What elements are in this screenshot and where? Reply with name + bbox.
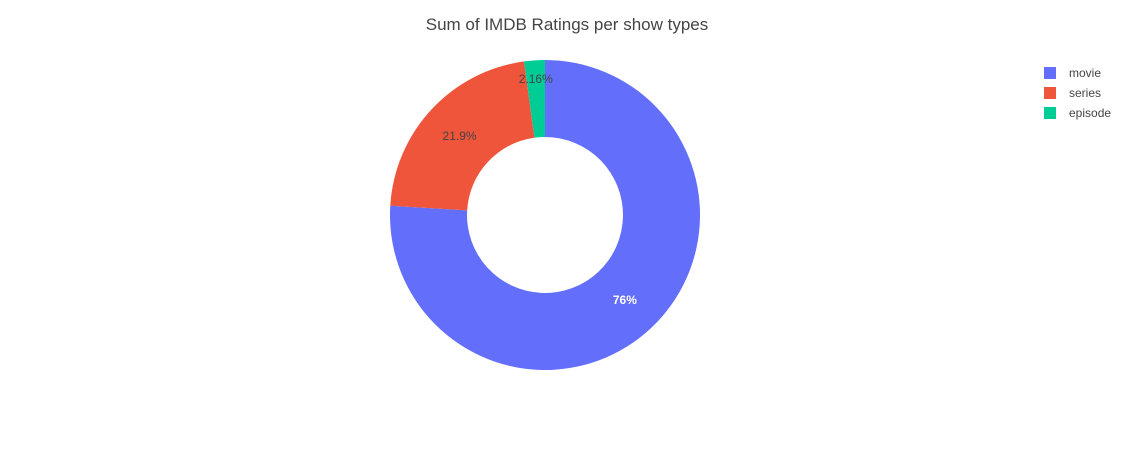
chart-title: Sum of IMDB Ratings per show types [426,15,709,34]
legend-swatch-movie [1044,67,1056,79]
legend-swatch-series [1044,87,1056,99]
legend-item-movie[interactable]: movie [1044,66,1101,80]
legend-label-series: series [1069,86,1101,100]
slices-group [390,60,701,370]
slice-label-episode: 2.16% [519,72,553,86]
slice-label-series: 21.9% [443,129,477,143]
legend-swatch-episode [1044,107,1056,119]
slice-labels-group: 76% 21.9% 2.16% [443,72,638,307]
slice-series[interactable] [390,61,535,211]
legend-label-episode: episode [1069,106,1111,120]
slice-label-movie: 76% [613,293,637,307]
legend: movie series episode [1044,66,1111,120]
slice-movie[interactable] [390,60,701,370]
legend-item-series[interactable]: series [1044,86,1101,100]
legend-item-episode[interactable]: episode [1044,106,1111,120]
slice-episode[interactable] [524,60,545,138]
legend-label-movie: movie [1069,66,1101,80]
